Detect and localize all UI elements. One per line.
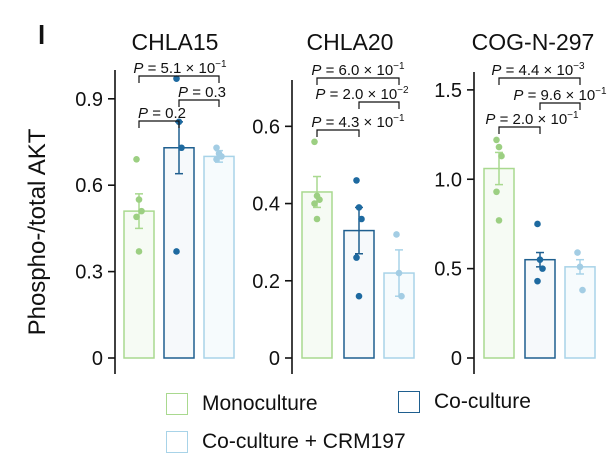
y-tick-label: 0: [269, 348, 280, 370]
y-tick-label: 0.6: [75, 175, 103, 197]
bar-mono: [123, 210, 155, 359]
p-value-label: P = 4.3 × 10−1: [311, 113, 405, 131]
bar-crm: [564, 266, 596, 359]
data-point-crm: [579, 286, 586, 294]
significance-bracket: [498, 126, 541, 134]
data-point-crm: [576, 263, 584, 271]
y-tick-label: 0.6: [252, 116, 280, 138]
significance-bracket: [138, 120, 180, 128]
data-point-crm: [574, 249, 581, 256]
legend-swatch-monoculture: [166, 393, 188, 415]
data-point-crm: [213, 155, 220, 163]
data-point-crm: [218, 153, 225, 160]
bar-mono: [483, 167, 515, 359]
data-point-mono: [495, 217, 503, 224]
data-point-cocult: [173, 75, 180, 82]
chart-panel-1: CHLA15 0 0.3 0.6 0.9 P = 5.1 × 10−1 P = 0.3 P =…: [75, 29, 235, 374]
y-axis-label: Phospho-/total AKT: [24, 128, 51, 335]
chart-title: COG-N-297: [472, 29, 595, 55]
significance-bracket: [539, 102, 581, 110]
data-point-cocult: [355, 292, 363, 300]
y-tick-label: 0.4: [252, 194, 280, 216]
p-value-label: P = 0.3: [178, 84, 226, 101]
legend-label-co-culture-crm197: Co-culture + CRM197: [202, 430, 406, 453]
data-point-mono: [495, 143, 503, 151]
bar-crm: [203, 155, 235, 359]
p-value-label: P = 0.2: [138, 105, 186, 122]
significance-bracket: [138, 75, 220, 83]
legend-swatch-co-culture-crm197: [166, 431, 188, 453]
data-point-mono: [311, 200, 318, 207]
legend-item-monoculture: Monoculture: [166, 392, 318, 416]
data-point-cocult: [353, 177, 360, 184]
chart-panel-2: CHLA20 0 0.2 0.4 0.6 P = 6.0 × 10−1 P = 2.0 × …: [252, 29, 415, 374]
significance-bracket: [316, 77, 400, 85]
legend-swatch-co-culture: [398, 391, 420, 413]
data-point-cocult: [173, 248, 180, 255]
data-point-cocult: [534, 220, 541, 228]
data-point-mono: [493, 136, 500, 144]
y-tick-label: 0: [451, 348, 462, 370]
legend-item-co-culture-crm197: Co-culture + CRM197: [166, 430, 406, 454]
bar-cocult: [524, 258, 556, 359]
chart-title: CHLA20: [307, 29, 394, 55]
p-value-label: P = 9.6 × 10−1: [513, 86, 607, 104]
data-point-mono: [493, 188, 500, 196]
data-point-cocult: [534, 277, 541, 285]
data-point-cocult: [536, 256, 544, 263]
y-tick-label: 0.5: [434, 259, 462, 281]
data-point-crm: [393, 231, 400, 238]
y-tick-label: 0: [92, 348, 103, 370]
significance-bracket: [498, 77, 581, 85]
significance-bracket: [358, 101, 400, 109]
chart-title: CHLA15: [132, 29, 219, 55]
legend-label-co-culture: Co-culture: [434, 390, 531, 413]
data-point-crm: [398, 292, 405, 300]
data-point-mono: [135, 196, 143, 203]
data-point-mono: [498, 152, 505, 160]
data-point-mono: [135, 248, 143, 255]
data-point-cocult: [539, 265, 546, 272]
p-value-label: P = 4.4 × 10−3: [491, 61, 585, 79]
data-point-mono: [316, 196, 323, 203]
data-point-cocult: [358, 215, 365, 223]
y-tick-label: 1.0: [434, 169, 462, 191]
data-point-cocult: [355, 204, 363, 211]
legend-item-co-culture: Co-culture: [398, 390, 531, 414]
y-tick-label: 0.3: [75, 262, 103, 284]
y-tick-label: 0.9: [75, 89, 103, 111]
data-point-crm: [213, 144, 220, 152]
y-tick-label: 1.5: [434, 80, 462, 102]
p-value-label: P = 2.0 × 10−2: [315, 85, 409, 103]
significance-bracket: [316, 129, 360, 137]
panel-letter: l: [38, 20, 46, 50]
data-point-mono: [313, 215, 321, 223]
p-value-label: P = 6.0 × 10−1: [311, 61, 405, 79]
data-point-cocult: [353, 254, 360, 261]
data-point-crm: [395, 269, 403, 277]
y-tick-label: 0.2: [252, 271, 280, 293]
significance-bracket: [178, 99, 220, 107]
p-value-label: P = 5.1 × 10−1: [133, 59, 227, 77]
chart-panel-3: COG-N-297 0 0.5 1.0 1.5 P = 4.4 × 10−3 P = 9.6…: [434, 29, 607, 374]
p-value-label: P = 2.0 × 10−1: [485, 110, 579, 128]
data-point-cocult: [178, 144, 185, 152]
data-point-mono: [138, 207, 145, 215]
data-point-mono: [133, 213, 140, 221]
data-point-mono: [133, 155, 140, 163]
data-point-mono: [311, 138, 318, 146]
legend-label-monoculture: Monoculture: [202, 392, 318, 415]
